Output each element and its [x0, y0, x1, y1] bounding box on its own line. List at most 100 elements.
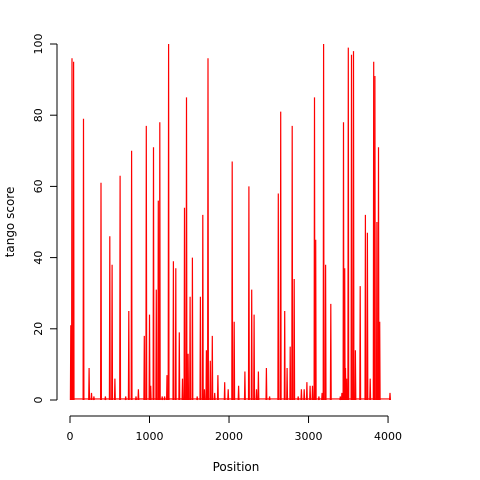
- score-spike: [286, 367, 289, 401]
- score-spike: [352, 51, 355, 401]
- score-spike: [88, 367, 91, 401]
- score-spike: [155, 289, 158, 401]
- score-spike: [166, 375, 168, 401]
- score-spike: [324, 264, 327, 401]
- score-spike: [329, 303, 332, 401]
- score-spike: [213, 392, 216, 401]
- score-spike: [265, 367, 268, 401]
- score-spike: [277, 193, 280, 401]
- score-spike: [247, 186, 250, 401]
- score-spike: [366, 232, 369, 401]
- score-spike: [172, 261, 175, 401]
- score-spike: [207, 58, 209, 401]
- score-spike: [359, 286, 362, 401]
- score-spike: [250, 289, 253, 401]
- score-spike: [82, 118, 85, 401]
- score-spike: [158, 122, 161, 401]
- score-spike: [345, 378, 348, 401]
- y-tick-label: 100: [32, 34, 45, 55]
- y-tick-label: 40: [32, 251, 45, 265]
- score-spike: [344, 367, 347, 401]
- score-spike: [354, 350, 357, 401]
- score-spike: [216, 375, 219, 401]
- x-tick-label: 2000: [215, 430, 243, 443]
- y-tick-label: 60: [32, 179, 45, 193]
- score-spike: [203, 389, 206, 401]
- score-spike: [72, 61, 75, 401]
- score-spike: [209, 360, 212, 401]
- score-spike: [313, 97, 316, 401]
- score-spike: [211, 335, 214, 401]
- score-spike: [199, 296, 202, 401]
- score-spike: [108, 236, 111, 401]
- x-tick-label: 1000: [136, 430, 164, 443]
- x-axis-ticks: 0 1000 2000 3000 4000: [67, 416, 402, 443]
- score-spike: [127, 310, 130, 401]
- y-axis-title: tango score: [3, 187, 17, 258]
- score-spike: [311, 385, 314, 401]
- score-spike: [157, 200, 160, 401]
- score-spike: [237, 385, 240, 401]
- score-spike: [201, 214, 204, 401]
- score-spike: [227, 389, 230, 401]
- score-spike: [231, 161, 234, 401]
- score-spike: [305, 382, 308, 401]
- score-spike: [145, 125, 148, 401]
- score-spike: [279, 111, 282, 401]
- score-spike: [174, 268, 177, 401]
- score-spike: [152, 147, 155, 401]
- score-spike: [149, 385, 152, 401]
- score-spike: [372, 61, 375, 401]
- x-tick-label: 4000: [374, 430, 402, 443]
- score-spike: [300, 389, 303, 401]
- score-spike: [111, 264, 114, 401]
- score-spike: [143, 335, 146, 401]
- score-spike: [185, 97, 188, 401]
- score-spike: [364, 214, 367, 401]
- score-spike: [70, 58, 74, 401]
- score-spike: [321, 392, 324, 401]
- score-spike: [255, 389, 258, 401]
- score-spike: [99, 182, 103, 401]
- score-spike: [343, 268, 346, 401]
- plot-series: [69, 43, 391, 401]
- x-axis-title: Position: [213, 460, 260, 474]
- score-spike: [283, 310, 286, 401]
- score-spike: [257, 371, 260, 401]
- score-spike: [340, 392, 343, 401]
- y-tick-label: 0: [32, 397, 45, 404]
- y-axis-ticks: 0 20 40 60 80 100: [32, 34, 57, 404]
- score-spike: [191, 257, 194, 401]
- score-spike: [291, 125, 294, 401]
- y-tick-label: 20: [32, 322, 45, 336]
- score-spike: [243, 371, 246, 401]
- score-spike: [137, 389, 140, 401]
- score-spike: [293, 278, 296, 401]
- score-spike: [389, 392, 391, 401]
- score-spike: [378, 321, 381, 401]
- score-spike: [253, 314, 256, 401]
- score-spike: [233, 321, 236, 401]
- x-tick-label: 3000: [295, 430, 323, 443]
- score-spike: [303, 389, 306, 401]
- x-tick-label: 0: [67, 430, 74, 443]
- score-spike: [183, 207, 186, 401]
- score-spike: [113, 378, 116, 401]
- score-spike: [119, 175, 122, 401]
- score-spike: [350, 54, 353, 401]
- score-spike: [369, 378, 372, 401]
- score-spike: [178, 332, 181, 401]
- score-spike: [167, 43, 170, 401]
- score-spike: [189, 296, 192, 401]
- score-spike: [187, 353, 190, 401]
- score-spike: [322, 43, 325, 401]
- score-spike: [181, 378, 184, 401]
- score-spike: [342, 122, 345, 401]
- score-spike: [90, 392, 93, 401]
- score-spike: [314, 239, 317, 401]
- score-spike: [130, 150, 133, 401]
- score-spike: [375, 221, 378, 401]
- score-spike: [373, 75, 376, 401]
- score-spike: [148, 314, 151, 401]
